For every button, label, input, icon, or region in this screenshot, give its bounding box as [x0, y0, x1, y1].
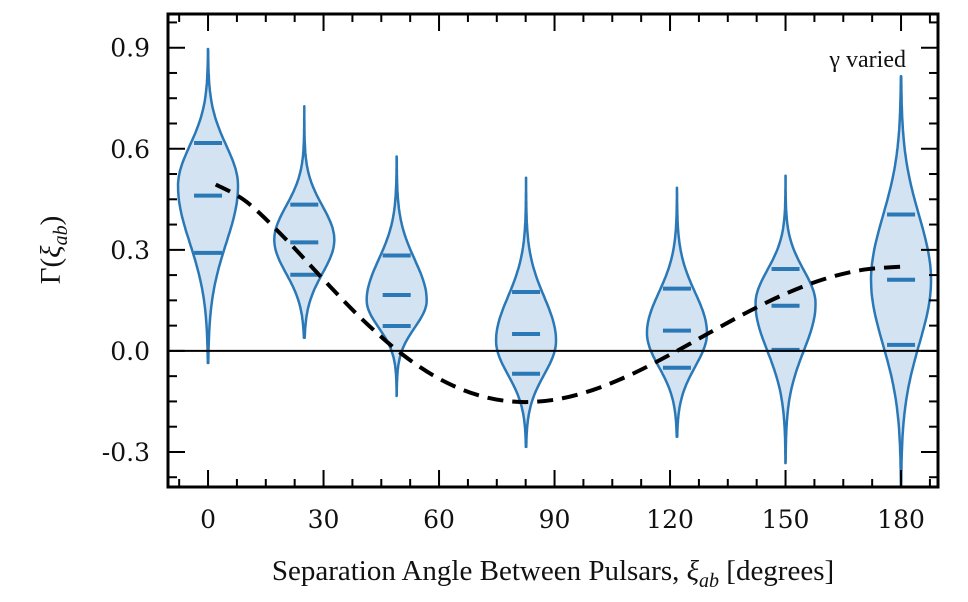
x-tick-label: 90 — [539, 505, 571, 534]
violin-0 — [176, 47, 240, 365]
violin-1 — [273, 105, 336, 340]
x-tick-label: 150 — [762, 505, 810, 534]
x-axis-label: Separation Angle Between Pulsars, ξab [d… — [272, 555, 834, 592]
y-tick-label: 0.0 — [110, 337, 150, 366]
y-tick-label: -0.3 — [102, 438, 150, 467]
y-tick-label: 0.3 — [110, 236, 150, 265]
y-tick-label: 0.6 — [110, 135, 150, 164]
violin-5 — [754, 174, 817, 465]
violin-2 — [365, 155, 428, 398]
x-tick-label: 180 — [877, 505, 925, 534]
x-tick-label: 60 — [423, 505, 455, 534]
tick-labels: 0 30 60 90 120 150 180 0.9 0.6 0.3 0.0 -0.3 — [102, 34, 925, 534]
plot-frame — [166, 12, 940, 489]
annotation: γ varied — [828, 47, 906, 73]
x-tick-label: 0 — [200, 505, 216, 534]
violins-layer — [176, 47, 933, 487]
x-tick-label: 30 — [308, 505, 340, 534]
y-tick-label: 0.9 — [110, 34, 150, 63]
x-tick-label: 120 — [646, 505, 694, 534]
y-axis-label: Γ(ξab) — [35, 216, 72, 285]
violin-4 — [645, 186, 709, 439]
violin-6 — [869, 75, 933, 487]
violin-3 — [494, 176, 558, 449]
